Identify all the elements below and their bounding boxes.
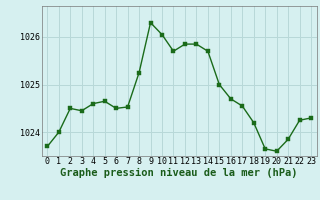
- X-axis label: Graphe pression niveau de la mer (hPa): Graphe pression niveau de la mer (hPa): [60, 168, 298, 178]
